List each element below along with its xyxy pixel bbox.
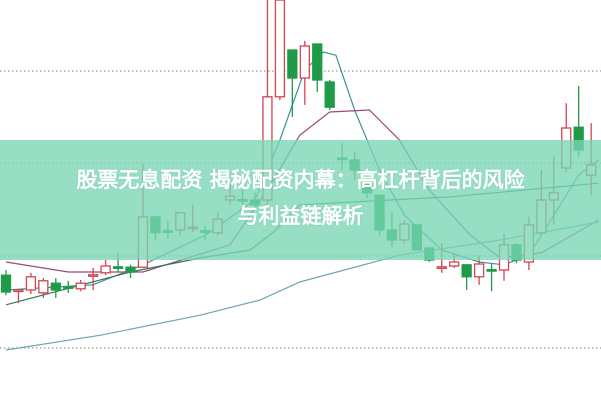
title-banner <box>0 140 601 260</box>
candle-down <box>125 266 136 273</box>
candle-down <box>112 266 124 269</box>
candle-up <box>436 266 447 269</box>
candle-down <box>63 286 74 289</box>
title-line-2: 与利益链解析 <box>237 204 364 228</box>
candle-up <box>88 274 99 277</box>
candle-down <box>324 81 335 108</box>
candle-down <box>287 49 298 79</box>
candle-up <box>25 276 37 291</box>
candle-up <box>75 282 86 290</box>
candle-down <box>486 268 497 272</box>
candle-up <box>100 265 111 274</box>
candle-up <box>13 289 24 293</box>
candle-up <box>274 0 286 98</box>
candle-up <box>473 263 485 278</box>
candle-up <box>38 280 49 294</box>
candle-down <box>0 274 12 293</box>
candle-down <box>461 264 472 278</box>
title-line-1: 股票无息配资 揭秘配资内幕：高杠杆背后的风险 <box>76 168 525 192</box>
candle-down <box>50 282 61 291</box>
candle-down <box>312 43 323 81</box>
article-title: 股票无息配资 揭秘配资内幕：高杠杆背后的风险 与利益链解析 <box>0 162 601 234</box>
candle-up <box>449 261 460 267</box>
candle-up <box>299 45 310 79</box>
